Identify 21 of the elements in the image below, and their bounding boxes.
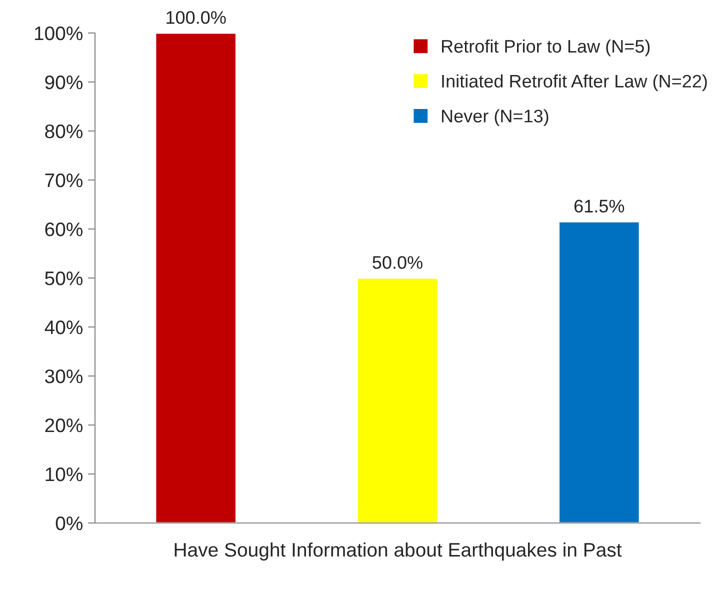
legend-label: Never (N=13) — [442, 109, 548, 126]
y-tick-label: 90% — [45, 75, 83, 90]
data-label: 50.0% — [372, 256, 422, 269]
legend-label: Initiated Retrofit After Law (N=22) — [442, 74, 707, 92]
y-tick-label: 70% — [45, 173, 83, 188]
y-tick-label: 20% — [45, 418, 83, 432]
y-tick-label: 0% — [56, 516, 83, 530]
data-label: 61.5% — [574, 200, 624, 213]
bar — [558, 220, 640, 523]
y-tick-label: 60% — [45, 222, 83, 236]
y-tick-label: 80% — [45, 124, 83, 138]
x-tick-label: Have Sought Information about Earthquakes in Past — [174, 542, 622, 561]
bar — [356, 277, 439, 523]
data-label: 100.0% — [166, 11, 226, 24]
y-tick-label: 10% — [46, 467, 83, 482]
y-tick-label: 40% — [44, 320, 83, 334]
y-tick-label: 100% — [34, 26, 83, 40]
y-tick-label: 30% — [45, 369, 83, 384]
legend-label: Retrofit Prior to Law (N=5) — [442, 39, 650, 56]
y-tick-label: 50% — [45, 271, 83, 286]
bar — [154, 33, 237, 523]
